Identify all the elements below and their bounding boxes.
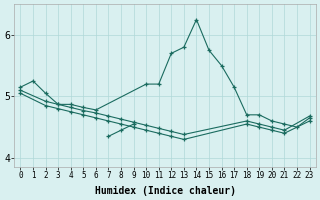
X-axis label: Humidex (Indice chaleur): Humidex (Indice chaleur) (94, 186, 236, 196)
